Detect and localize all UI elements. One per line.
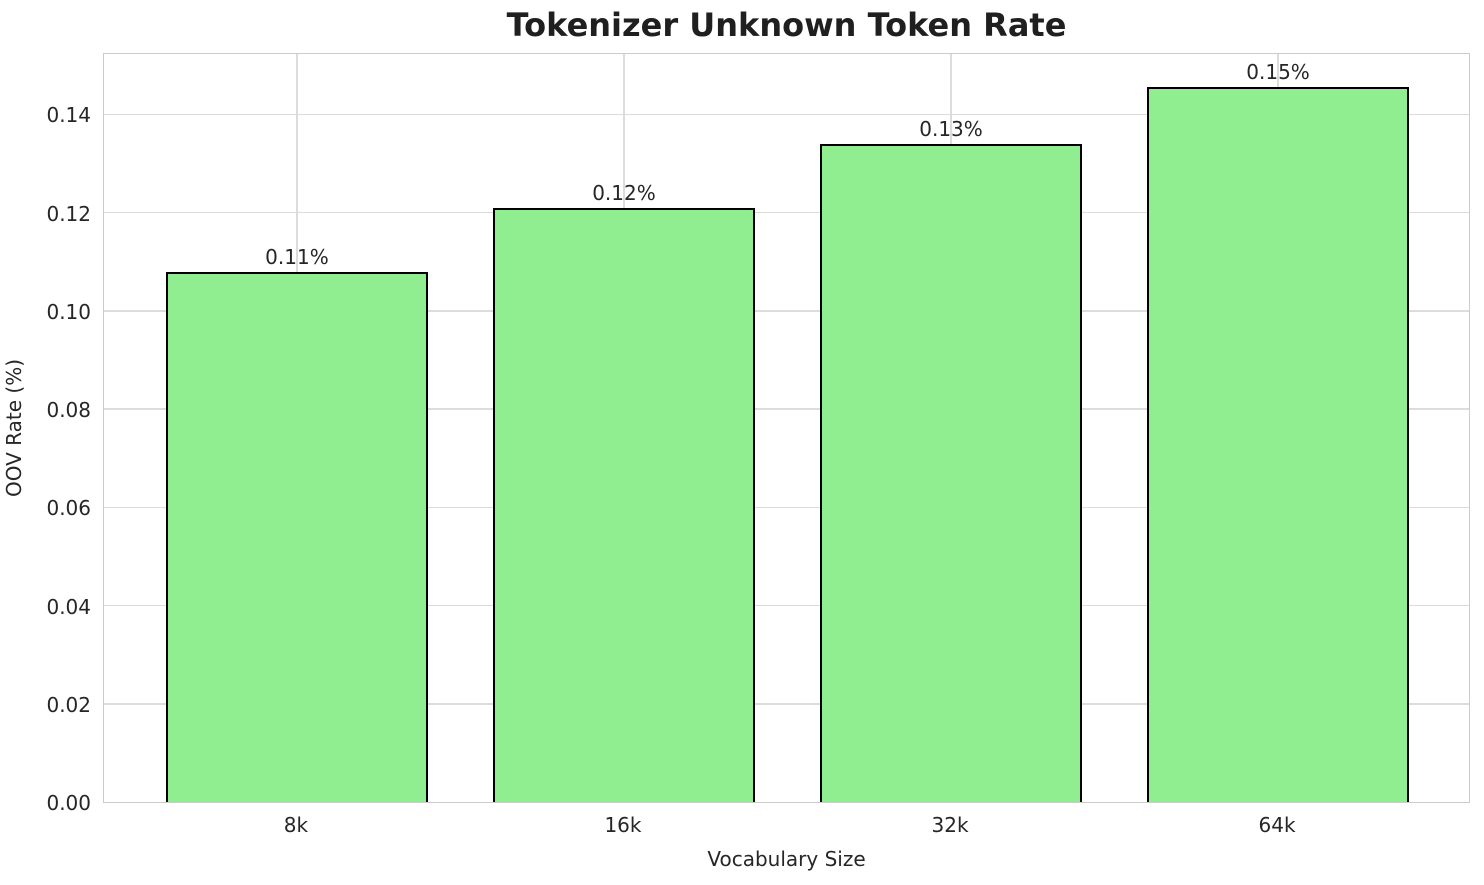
bar-value-label: 0.15%	[1246, 60, 1310, 85]
x-tick-label: 32k	[931, 813, 969, 837]
x-tick-label: 16k	[604, 813, 642, 837]
bar-value-label: 0.12%	[592, 180, 656, 205]
y-gridline	[104, 408, 1469, 410]
y-tick-label: 0.10	[46, 299, 91, 324]
x-axis-tick-labels: 8k 16k 32k 64k	[103, 813, 1470, 841]
plot-area: 0.11% 0.12% 0.13% 0.15%	[103, 53, 1470, 803]
bar-16k	[493, 207, 755, 802]
y-tick-label: 0.02	[46, 692, 91, 717]
bar-value-label: 0.11%	[265, 244, 329, 269]
y-tick-label: 0.04	[46, 594, 91, 619]
y-tick-label: 0.14	[46, 103, 91, 128]
y-gridline	[104, 310, 1469, 312]
x-axis-label: Vocabulary Size	[707, 847, 866, 871]
bar-value-label: 0.13%	[919, 116, 983, 141]
bar-8k	[166, 271, 428, 802]
y-tick-label: 0.06	[46, 496, 91, 521]
y-gridline	[104, 604, 1469, 607]
y-gridline	[104, 211, 1469, 214]
y-axis-tick-labels: 0.00 0.02 0.04 0.06 0.08 0.10 0.12 0.14	[0, 53, 91, 815]
y-tick-label: 0.08	[46, 398, 91, 423]
bar-64k	[1147, 87, 1409, 802]
y-gridline	[104, 703, 1469, 705]
y-tick-label: 0.12	[46, 201, 91, 226]
y-gridline	[104, 506, 1469, 509]
bars-layer: 0.11% 0.12% 0.13% 0.15%	[104, 54, 1469, 802]
y-gridline	[104, 113, 1469, 116]
x-tick-label: 64k	[1258, 813, 1296, 837]
chart-title: Tokenizer Unknown Token Rate	[506, 6, 1067, 44]
x-tick-label: 8k	[283, 813, 309, 837]
bar-32k	[820, 143, 1082, 802]
y-tick-label: 0.00	[46, 791, 91, 815]
